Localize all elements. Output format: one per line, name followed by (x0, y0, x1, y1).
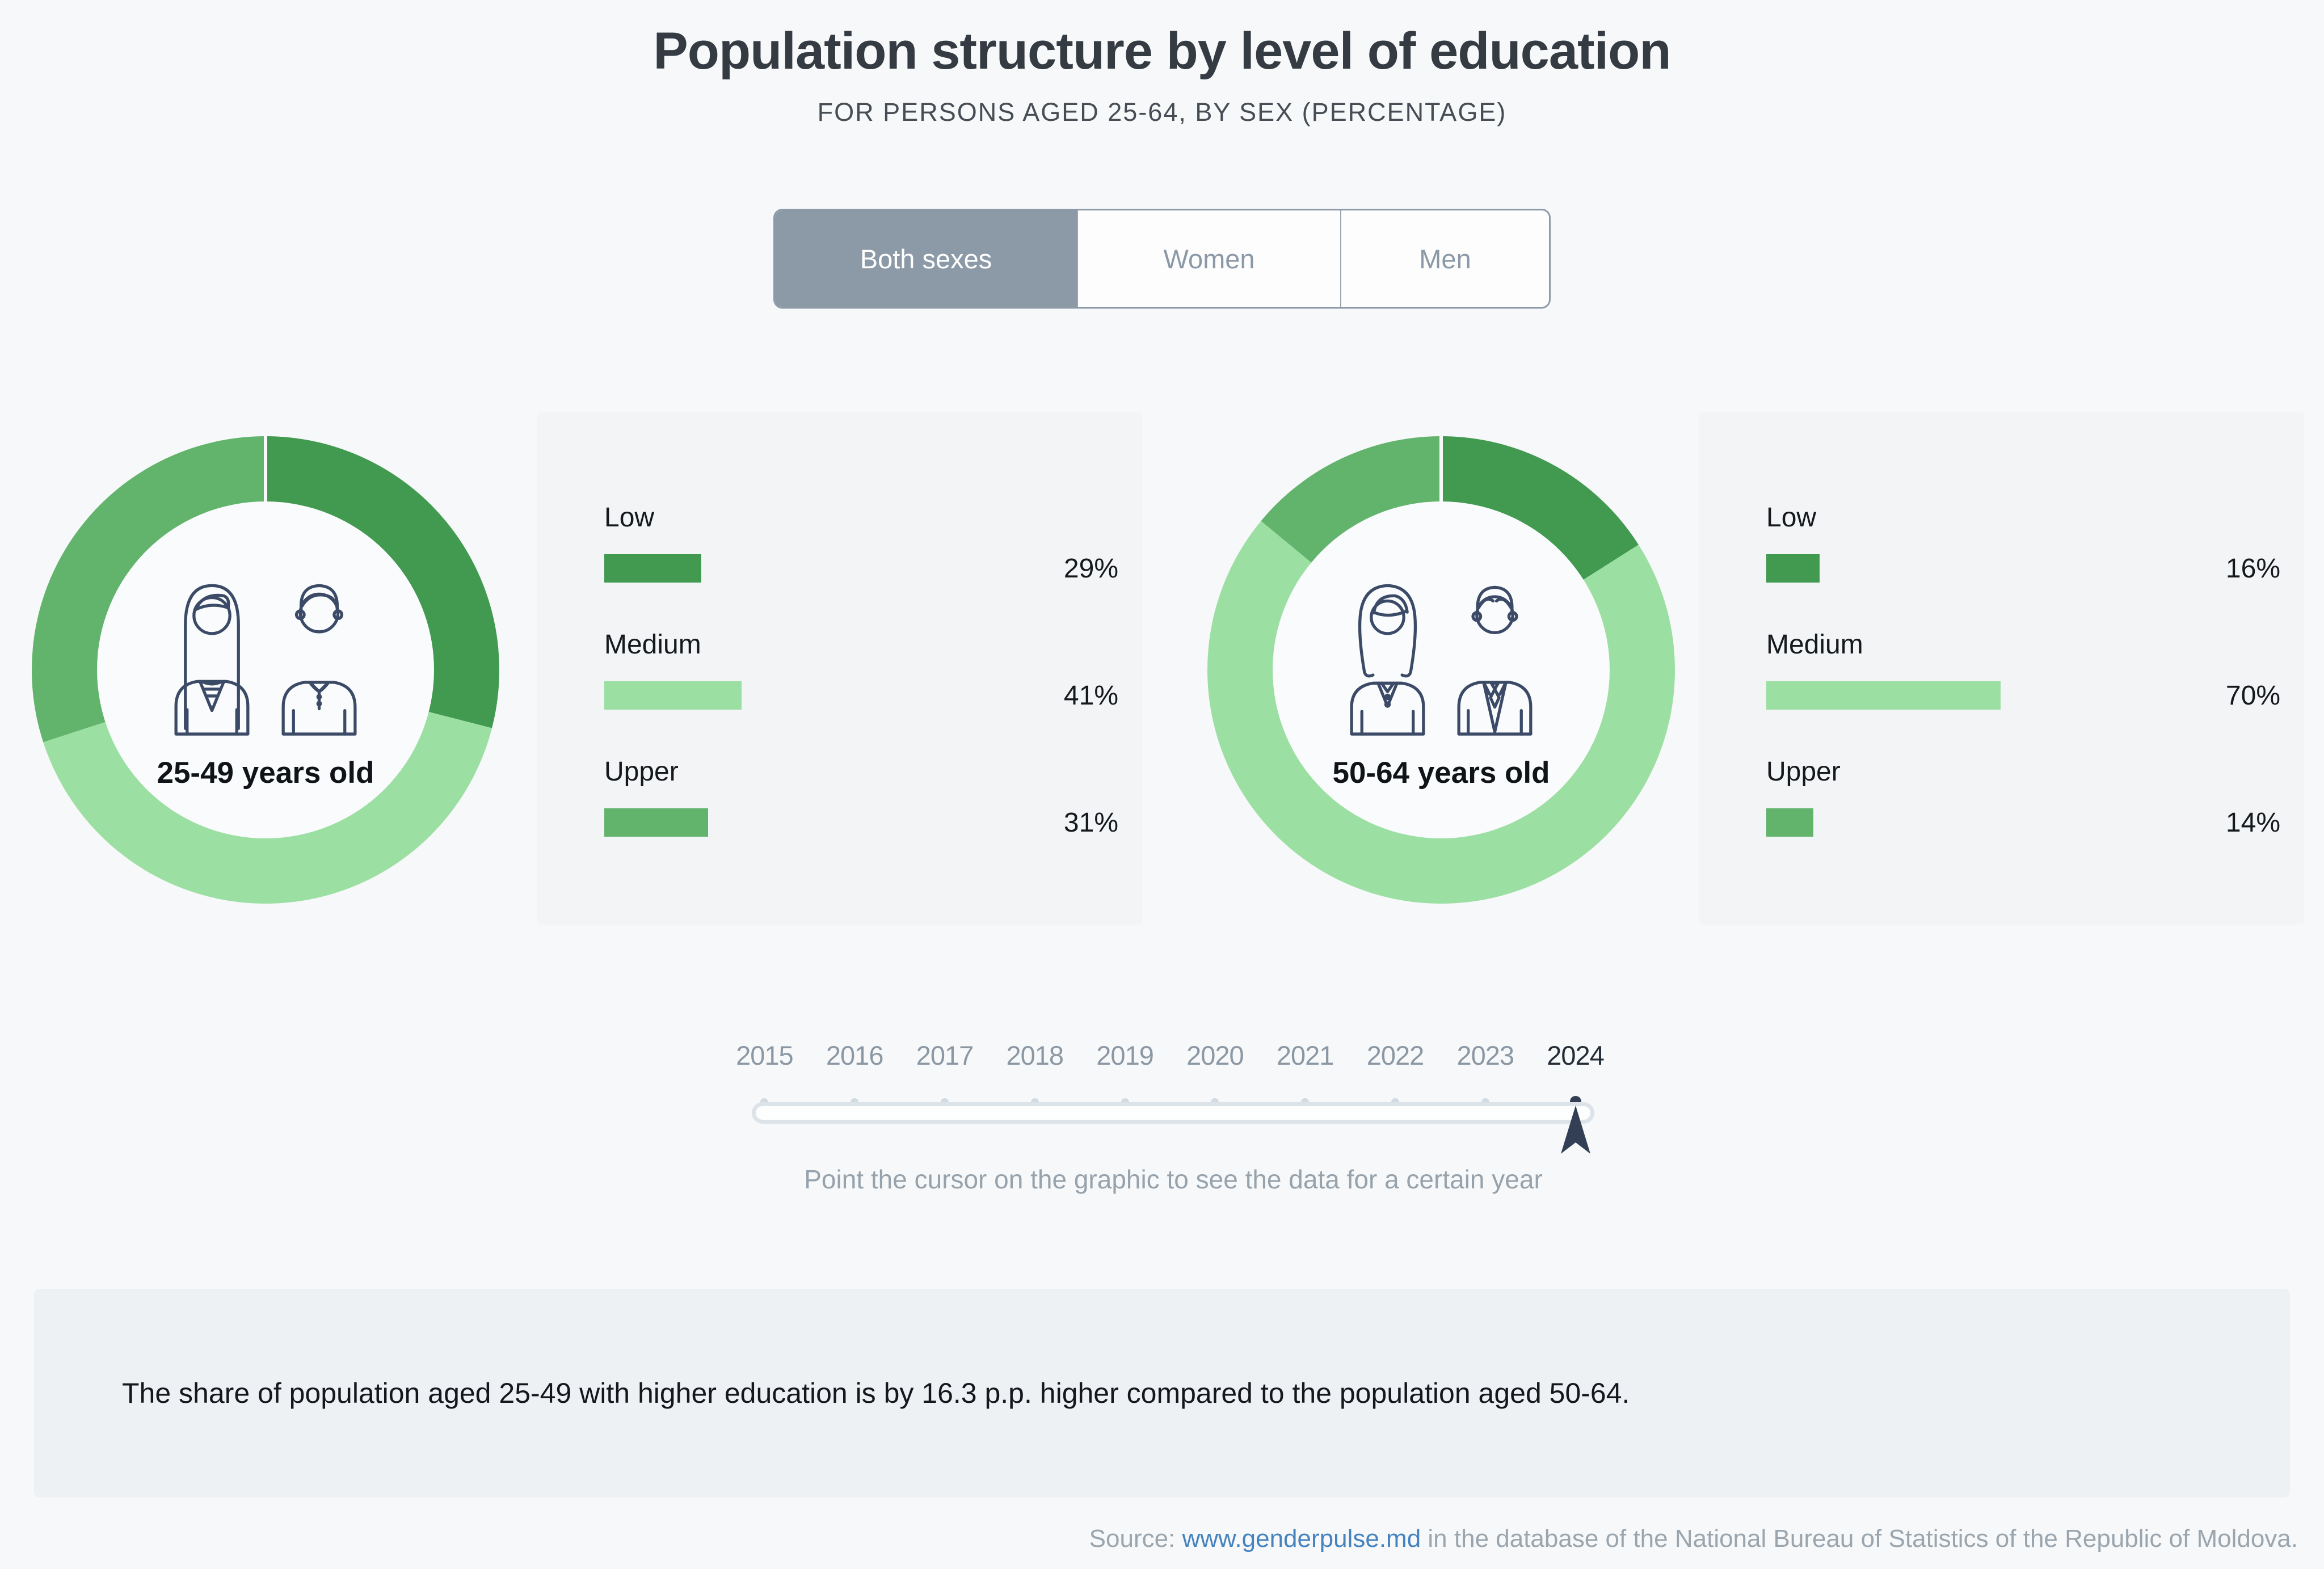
year-slot-2024: 2024 (1530, 1040, 1620, 1107)
year-2017[interactable]: 2017 (916, 1040, 974, 1070)
tab-men[interactable]: Men (1340, 210, 1549, 307)
woman-icon (1350, 584, 1425, 736)
legend-value: 14% (2225, 808, 2280, 838)
note-text: The share of population aged 25-49 with … (122, 1377, 1630, 1409)
year-slot-2018: 2018 (990, 1040, 1080, 1107)
woman-icon (174, 584, 250, 736)
legend-bar-medium (604, 681, 742, 710)
source-prefix: Source: (1089, 1525, 1182, 1553)
young-couple-icon (161, 565, 371, 736)
donut-chart-50-64[interactable]: 50-64 years old (1207, 436, 1675, 904)
year-slot-2017: 2017 (900, 1040, 990, 1107)
legend-value: 70% (2225, 681, 2280, 711)
year-slot-2015: 2015 (719, 1040, 810, 1107)
legend-value: 41% (1063, 681, 1118, 711)
legend-label: Low (604, 503, 655, 533)
year-2016[interactable]: 2016 (826, 1040, 884, 1070)
man-icon (1457, 585, 1533, 736)
legend-panel-25-49: Low 29% Medium 41% Upper 31% (537, 412, 1142, 925)
legend-label: Medium (604, 630, 701, 660)
year-2024[interactable]: 2024 (1547, 1040, 1605, 1070)
sex-tab-group: Both sexes Women Men (773, 209, 1551, 309)
legend-bar-upper (1766, 808, 1813, 837)
legend-bar-upper (604, 808, 708, 837)
year-2021[interactable]: 2021 (1276, 1040, 1334, 1070)
page-subtitle: FOR PERSONS AGED 25-64, BY SEX (PERCENTA… (817, 98, 1507, 126)
legend-value: 31% (1063, 808, 1118, 838)
year-2015[interactable]: 2015 (736, 1040, 794, 1070)
timeline-track[interactable] (752, 1102, 1594, 1124)
year-slot-2019: 2019 (1080, 1040, 1170, 1107)
age-group-label: 50-64 years old (1332, 756, 1550, 790)
year-2022[interactable]: 2022 (1366, 1040, 1425, 1070)
page-title: Population structure by level of educati… (653, 22, 1671, 80)
donut-segment-gap (1439, 436, 1443, 503)
note-panel: The share of population aged 25-49 with … (34, 1289, 2290, 1498)
year-2018[interactable]: 2018 (1006, 1040, 1064, 1070)
donut-chart-25-49[interactable]: 25-49 years old (32, 436, 499, 904)
source-link[interactable]: www.genderpulse.md (1182, 1525, 1421, 1553)
older-couple-icon (1336, 565, 1546, 736)
legend-label: Medium (1766, 630, 1863, 660)
year-slot-2023: 2023 (1440, 1040, 1530, 1107)
year-2023[interactable]: 2023 (1456, 1040, 1514, 1070)
donut-hole: 25-49 years old (97, 501, 434, 838)
legend-label: Upper (604, 757, 679, 787)
tab-both-sexes[interactable]: Both sexes (775, 210, 1077, 307)
source-suffix: in the database of the National Bureau o… (1421, 1525, 2298, 1553)
legend-label: Low (1766, 503, 1817, 533)
year-2019[interactable]: 2019 (1096, 1040, 1154, 1070)
source-text: Source: www.genderpulse.md in the databa… (1089, 1525, 2298, 1553)
legend-label: Upper (1766, 757, 1841, 787)
legend-bar-low (1766, 554, 1820, 583)
legend-panel-50-64: Low 16% Medium 70% Upper 14% (1699, 412, 2304, 925)
legend-bar-medium (1766, 681, 2001, 710)
age-group-label: 25-49 years old (157, 756, 374, 790)
donut-segment-gap (264, 436, 267, 503)
tab-women[interactable]: Women (1077, 210, 1340, 307)
year-slot-2021: 2021 (1260, 1040, 1350, 1107)
year-slot-2020: 2020 (1170, 1040, 1260, 1107)
year-slot-2022: 2022 (1350, 1040, 1441, 1107)
legend-value: 29% (1063, 554, 1118, 584)
man-icon (281, 584, 357, 736)
timeline-cursor-icon[interactable] (1557, 1104, 1594, 1158)
legend-bar-low (604, 554, 702, 583)
year-slot-2016: 2016 (810, 1040, 900, 1107)
timeline-years: 2015 2016 2017 2018 2019 2020 2021 2022 2023 2024 (719, 1040, 1620, 1107)
legend-value: 16% (2225, 554, 2280, 584)
timeline-hint: Point the cursor on the graphic to see t… (804, 1165, 1543, 1194)
donut-hole: 50-64 years old (1273, 501, 1610, 838)
year-2020[interactable]: 2020 (1186, 1040, 1244, 1070)
